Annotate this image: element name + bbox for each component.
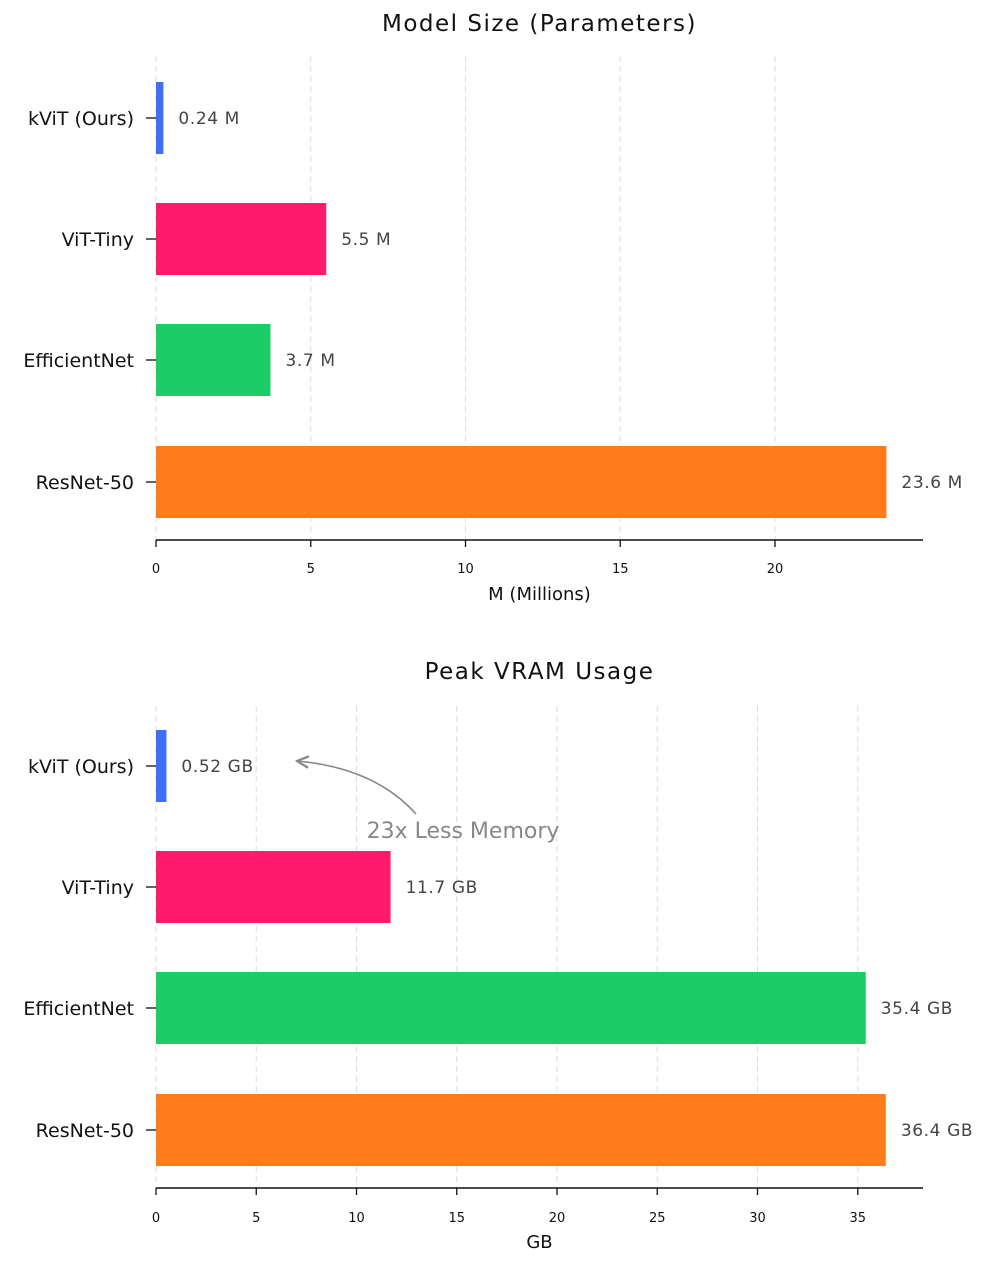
value-label: 5.5 M (341, 230, 391, 250)
x-axis-label: M (Millions) (488, 584, 591, 605)
category-label: EfficientNet (23, 350, 134, 372)
x-tick-label: 0 (152, 1211, 160, 1226)
value-label: 36.4 GB (901, 1121, 973, 1141)
x-tick-label: 15 (612, 562, 629, 577)
x-tick-label: 5 (307, 562, 315, 577)
chart-panel-1: Model Size (Parameters) 0 5 10 15 20 M (Millio… (23, 11, 963, 605)
category-label: ResNet-50 (36, 1120, 134, 1142)
value-label: 11.7 GB (406, 878, 478, 898)
x-tick-label: 15 (448, 1211, 465, 1226)
x-tick-label: 20 (767, 562, 784, 577)
category-label: ViT-Tiny (62, 877, 134, 899)
category-label: kViT (Ours) (28, 756, 134, 778)
x-tick-label: 35 (849, 1211, 866, 1226)
bar-2 (156, 324, 271, 396)
x-tick-label: 25 (649, 1211, 666, 1226)
bar-0 (156, 82, 164, 154)
x-axis-label: GB (526, 1232, 552, 1253)
x-tick-label: 30 (749, 1211, 766, 1226)
x-tick-label: 5 (252, 1211, 260, 1226)
category-label: ResNet-50 (36, 472, 134, 494)
bar-3 (156, 1094, 886, 1166)
bar-2 (156, 972, 866, 1044)
value-label: 0.24 M (178, 109, 240, 129)
value-label: 0.52 GB (181, 757, 253, 777)
bar-0 (156, 730, 167, 802)
category-label: kViT (Ours) (28, 108, 134, 130)
annotation-arrow (297, 761, 417, 815)
bar-1 (156, 203, 327, 275)
value-label: 35.4 GB (881, 999, 953, 1019)
x-tick-label: 10 (457, 562, 474, 577)
x-tick-label: 10 (348, 1211, 365, 1226)
bar-1 (156, 851, 391, 923)
annotation-text: 23x Less Memory (367, 819, 560, 844)
value-label: 3.7 M (286, 351, 336, 371)
value-label: 23.6 M (901, 473, 963, 493)
x-tick-label: 0 (152, 562, 160, 577)
bar-3 (156, 446, 887, 518)
x-tick-label: 20 (549, 1211, 566, 1226)
chart-panel-2: Peak VRAM Usage 0 5 10 15 20 25 30 35 GB kViT (Our… (23, 659, 973, 1253)
category-label: ViT-Tiny (62, 229, 134, 251)
category-label: EfficientNet (23, 998, 134, 1020)
chart-title: Peak VRAM Usage (425, 659, 655, 685)
chart-title: Model Size (Parameters) (382, 11, 697, 37)
